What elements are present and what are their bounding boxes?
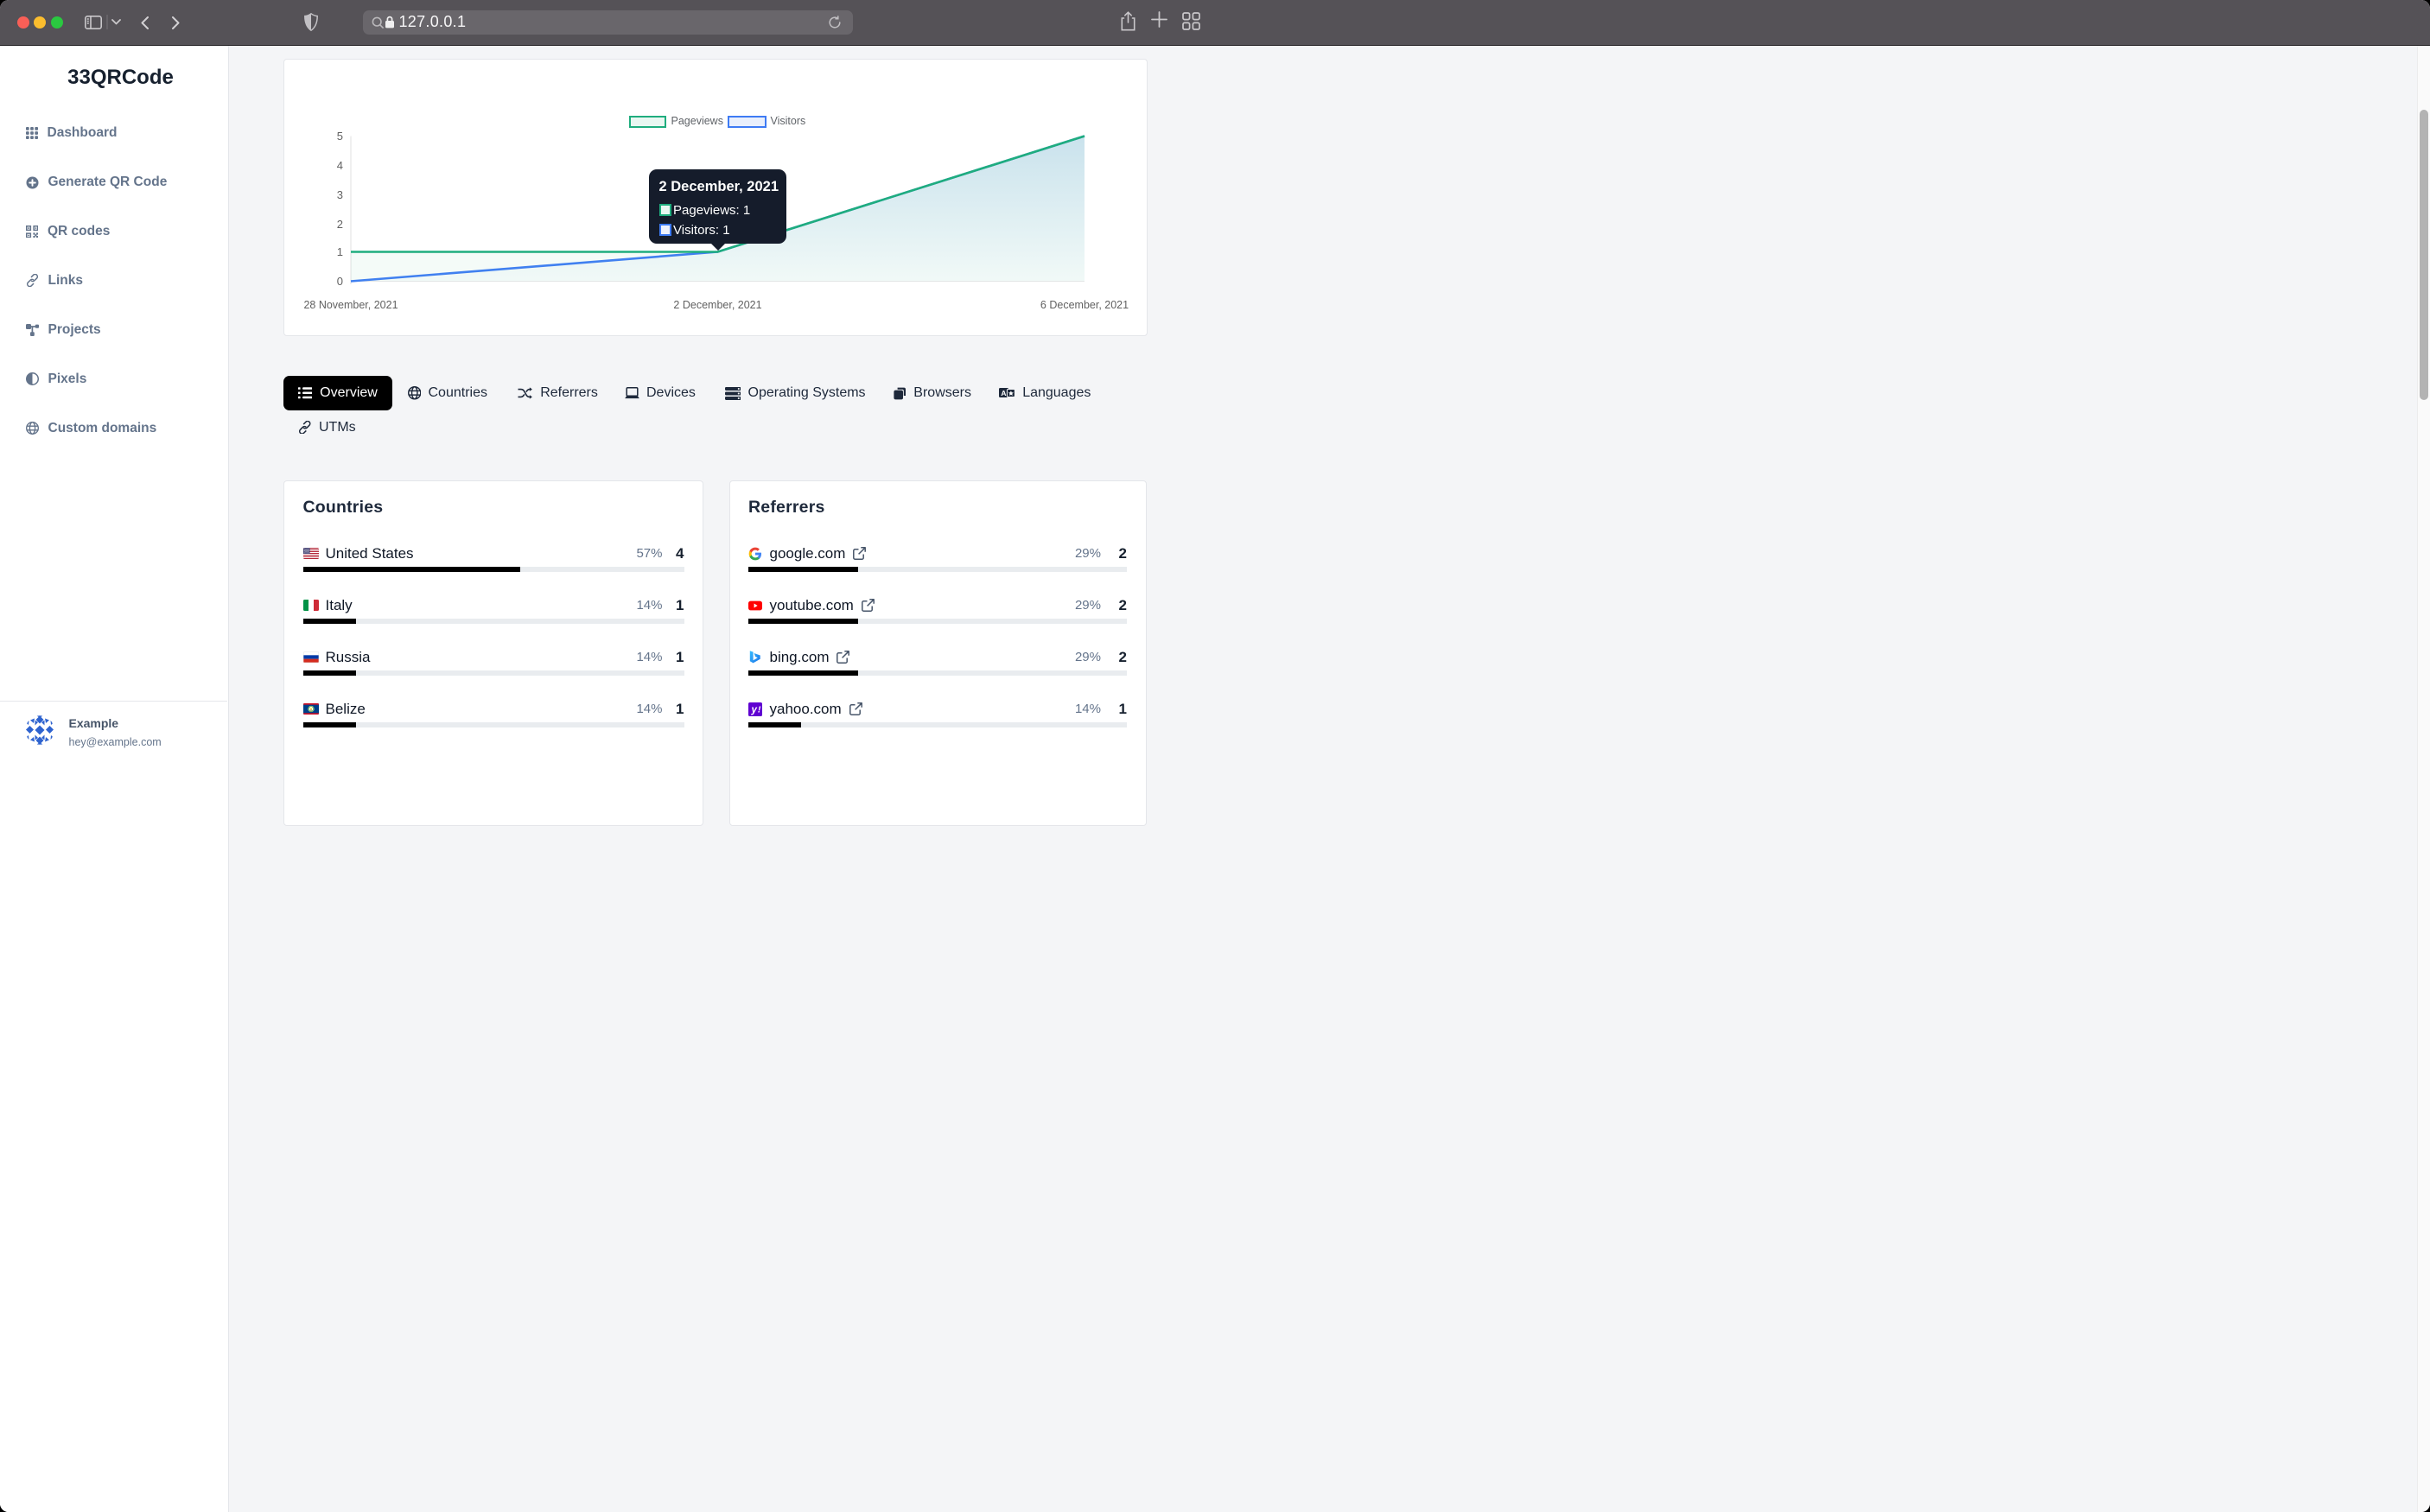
svg-text:A: A (1002, 389, 1007, 397)
svg-text:!: ! (758, 704, 761, 715)
svg-text:y: y (750, 705, 757, 715)
